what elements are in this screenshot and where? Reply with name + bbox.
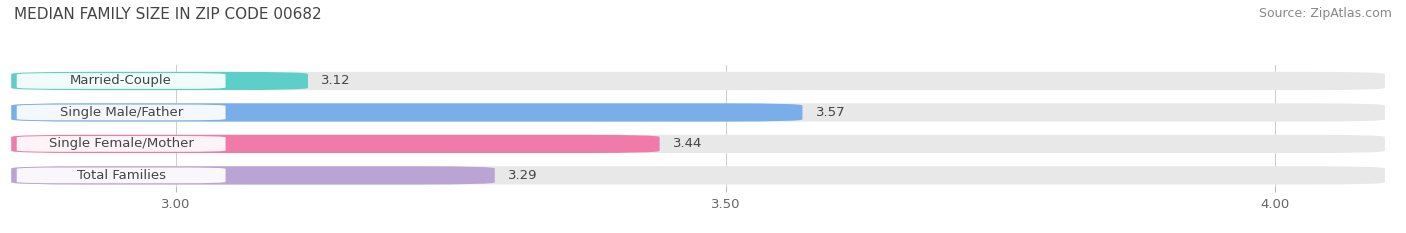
Text: 3.44: 3.44 [673,137,702,151]
FancyBboxPatch shape [11,135,659,153]
FancyBboxPatch shape [11,103,803,122]
FancyBboxPatch shape [11,103,1385,122]
Text: Single Female/Mother: Single Female/Mother [49,137,194,151]
FancyBboxPatch shape [17,168,225,183]
Text: Married-Couple: Married-Couple [70,75,172,87]
Text: MEDIAN FAMILY SIZE IN ZIP CODE 00682: MEDIAN FAMILY SIZE IN ZIP CODE 00682 [14,7,322,22]
FancyBboxPatch shape [17,105,225,120]
FancyBboxPatch shape [11,72,308,90]
Text: Total Families: Total Families [77,169,166,182]
Text: 3.12: 3.12 [321,75,350,87]
FancyBboxPatch shape [11,72,1385,90]
Text: 3.57: 3.57 [815,106,845,119]
FancyBboxPatch shape [17,136,225,152]
FancyBboxPatch shape [11,166,1385,185]
Text: Single Male/Father: Single Male/Father [59,106,183,119]
FancyBboxPatch shape [17,73,225,89]
Text: Source: ZipAtlas.com: Source: ZipAtlas.com [1258,7,1392,20]
Text: 3.29: 3.29 [508,169,537,182]
FancyBboxPatch shape [11,166,495,185]
FancyBboxPatch shape [11,135,1385,153]
